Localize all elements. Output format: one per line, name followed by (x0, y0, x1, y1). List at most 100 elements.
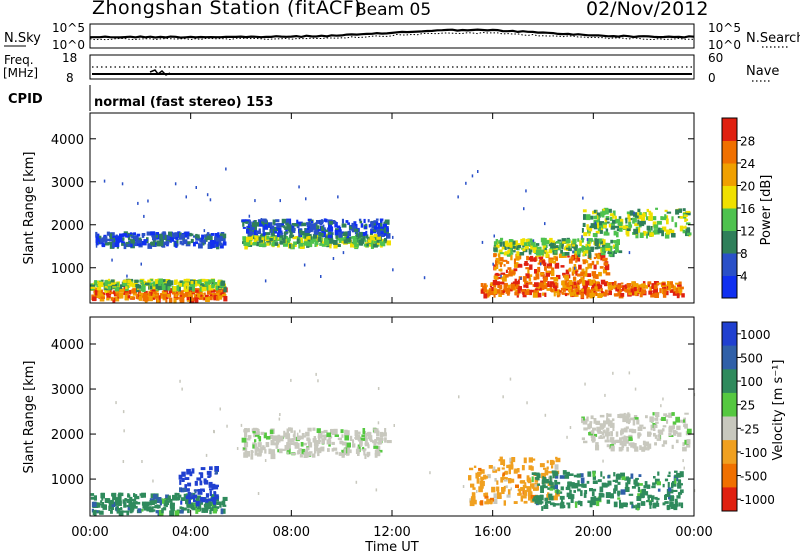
heatmap-cell (380, 220, 383, 223)
heatmap-cell (293, 436, 297, 441)
heatmap-cell (597, 479, 602, 483)
heatmap-cell (602, 435, 606, 439)
heatmap-cell (683, 419, 685, 423)
heatmap-cell (313, 436, 316, 442)
heatmap-cell (531, 476, 534, 483)
heatmap-cell (129, 233, 133, 237)
heatmap-cell (576, 248, 580, 254)
heatmap-cell (624, 478, 628, 481)
heatmap-cell (373, 428, 379, 434)
heatmap-cell (95, 231, 98, 237)
heatmap-cell (150, 241, 156, 246)
heatmap-cell (571, 483, 575, 488)
heatmap-cell (106, 290, 112, 296)
heatmap-cell (642, 230, 646, 236)
heatmap-cell (143, 292, 148, 299)
heatmap-cell (207, 279, 212, 285)
heatmap-cell (367, 444, 370, 449)
colorbar-swatch (722, 369, 737, 394)
heatmap-cell (285, 219, 290, 224)
heatmap-cell (309, 228, 313, 233)
heatmap-cell (549, 259, 554, 264)
heatmap-cell (603, 483, 608, 488)
heatmap-cell (132, 498, 137, 502)
heatmap-cell (498, 249, 503, 254)
heatmap-cell (484, 492, 489, 497)
heatmap-cell (576, 273, 582, 277)
heatmap-cell (385, 226, 389, 232)
heatmap-cell (246, 236, 249, 243)
scatter-echo (240, 423, 243, 427)
heatmap-cell (533, 257, 537, 262)
scatter-echo (393, 424, 395, 427)
scatter-echo (532, 239, 535, 243)
heatmap-cell (176, 492, 180, 496)
y-tick-label: 2000 (51, 428, 84, 443)
colorbar-swatch (722, 440, 737, 465)
heatmap-cell (498, 293, 502, 297)
heatmap-cell (384, 223, 387, 229)
heatmap-cell (607, 252, 612, 254)
heatmap-cell (534, 477, 539, 480)
heatmap-cell (619, 437, 622, 443)
heatmap-cell (201, 237, 204, 243)
heatmap-cell (538, 473, 541, 478)
heatmap-cell (662, 282, 666, 286)
heatmap-cell (323, 227, 326, 232)
heatmap-cell (478, 467, 482, 471)
heatmap-cell (669, 281, 673, 285)
heatmap-cell (329, 238, 334, 244)
heatmap-cell (662, 425, 667, 428)
heatmap-cell (133, 232, 136, 236)
heatmap-cell (150, 493, 155, 499)
heatmap-cell (218, 295, 223, 300)
heatmap-cell (674, 498, 678, 503)
heatmap-cell (196, 236, 200, 239)
heatmap-cell (674, 470, 678, 473)
heatmap-cell (208, 481, 213, 488)
heatmap-cell (362, 446, 365, 450)
heatmap-cell (357, 227, 360, 232)
heatmap-cell (261, 220, 265, 224)
heatmap-cell (581, 417, 584, 422)
heatmap-cell (633, 291, 638, 296)
heatmap-cell (629, 288, 632, 294)
heatmap-cell (608, 252, 613, 257)
heatmap-cell (548, 260, 552, 267)
heatmap-cell (543, 262, 547, 267)
heatmap-cell (483, 286, 487, 293)
heatmap-cell (622, 442, 627, 447)
scatter-echo (342, 251, 345, 255)
heatmap-cell (630, 442, 635, 448)
heatmap-cell (135, 495, 140, 500)
heatmap-cell (254, 230, 257, 236)
velocity-ylabel: Slant Range [km] (22, 361, 37, 474)
heatmap-cell (242, 221, 245, 227)
heatmap-cell (554, 245, 559, 249)
heatmap-cell (216, 501, 222, 505)
heatmap-cell (196, 477, 202, 481)
heatmap-cell (632, 217, 637, 223)
heatmap-cell (114, 297, 120, 302)
heatmap-cell (629, 210, 634, 216)
scatter-echo (299, 429, 301, 433)
heatmap-cell (220, 280, 226, 286)
heatmap-cell (261, 233, 265, 236)
heatmap-cell (504, 240, 509, 246)
heatmap-cell (606, 499, 611, 504)
heatmap-cell (337, 244, 341, 247)
heatmap-cell (287, 438, 292, 443)
heatmap-cell (283, 432, 288, 438)
heatmap-cell (632, 283, 636, 287)
heatmap-cell (573, 490, 576, 493)
heatmap-cell (263, 432, 267, 439)
heatmap-cell (512, 241, 517, 245)
heatmap-cell (592, 427, 597, 431)
heatmap-cell (650, 293, 655, 298)
heatmap-cell (589, 246, 595, 251)
heatmap-cell (523, 242, 529, 246)
heatmap-cell (149, 500, 153, 506)
heatmap-cell (152, 509, 156, 512)
heatmap-cell (588, 432, 593, 436)
heatmap-cell (528, 457, 533, 463)
